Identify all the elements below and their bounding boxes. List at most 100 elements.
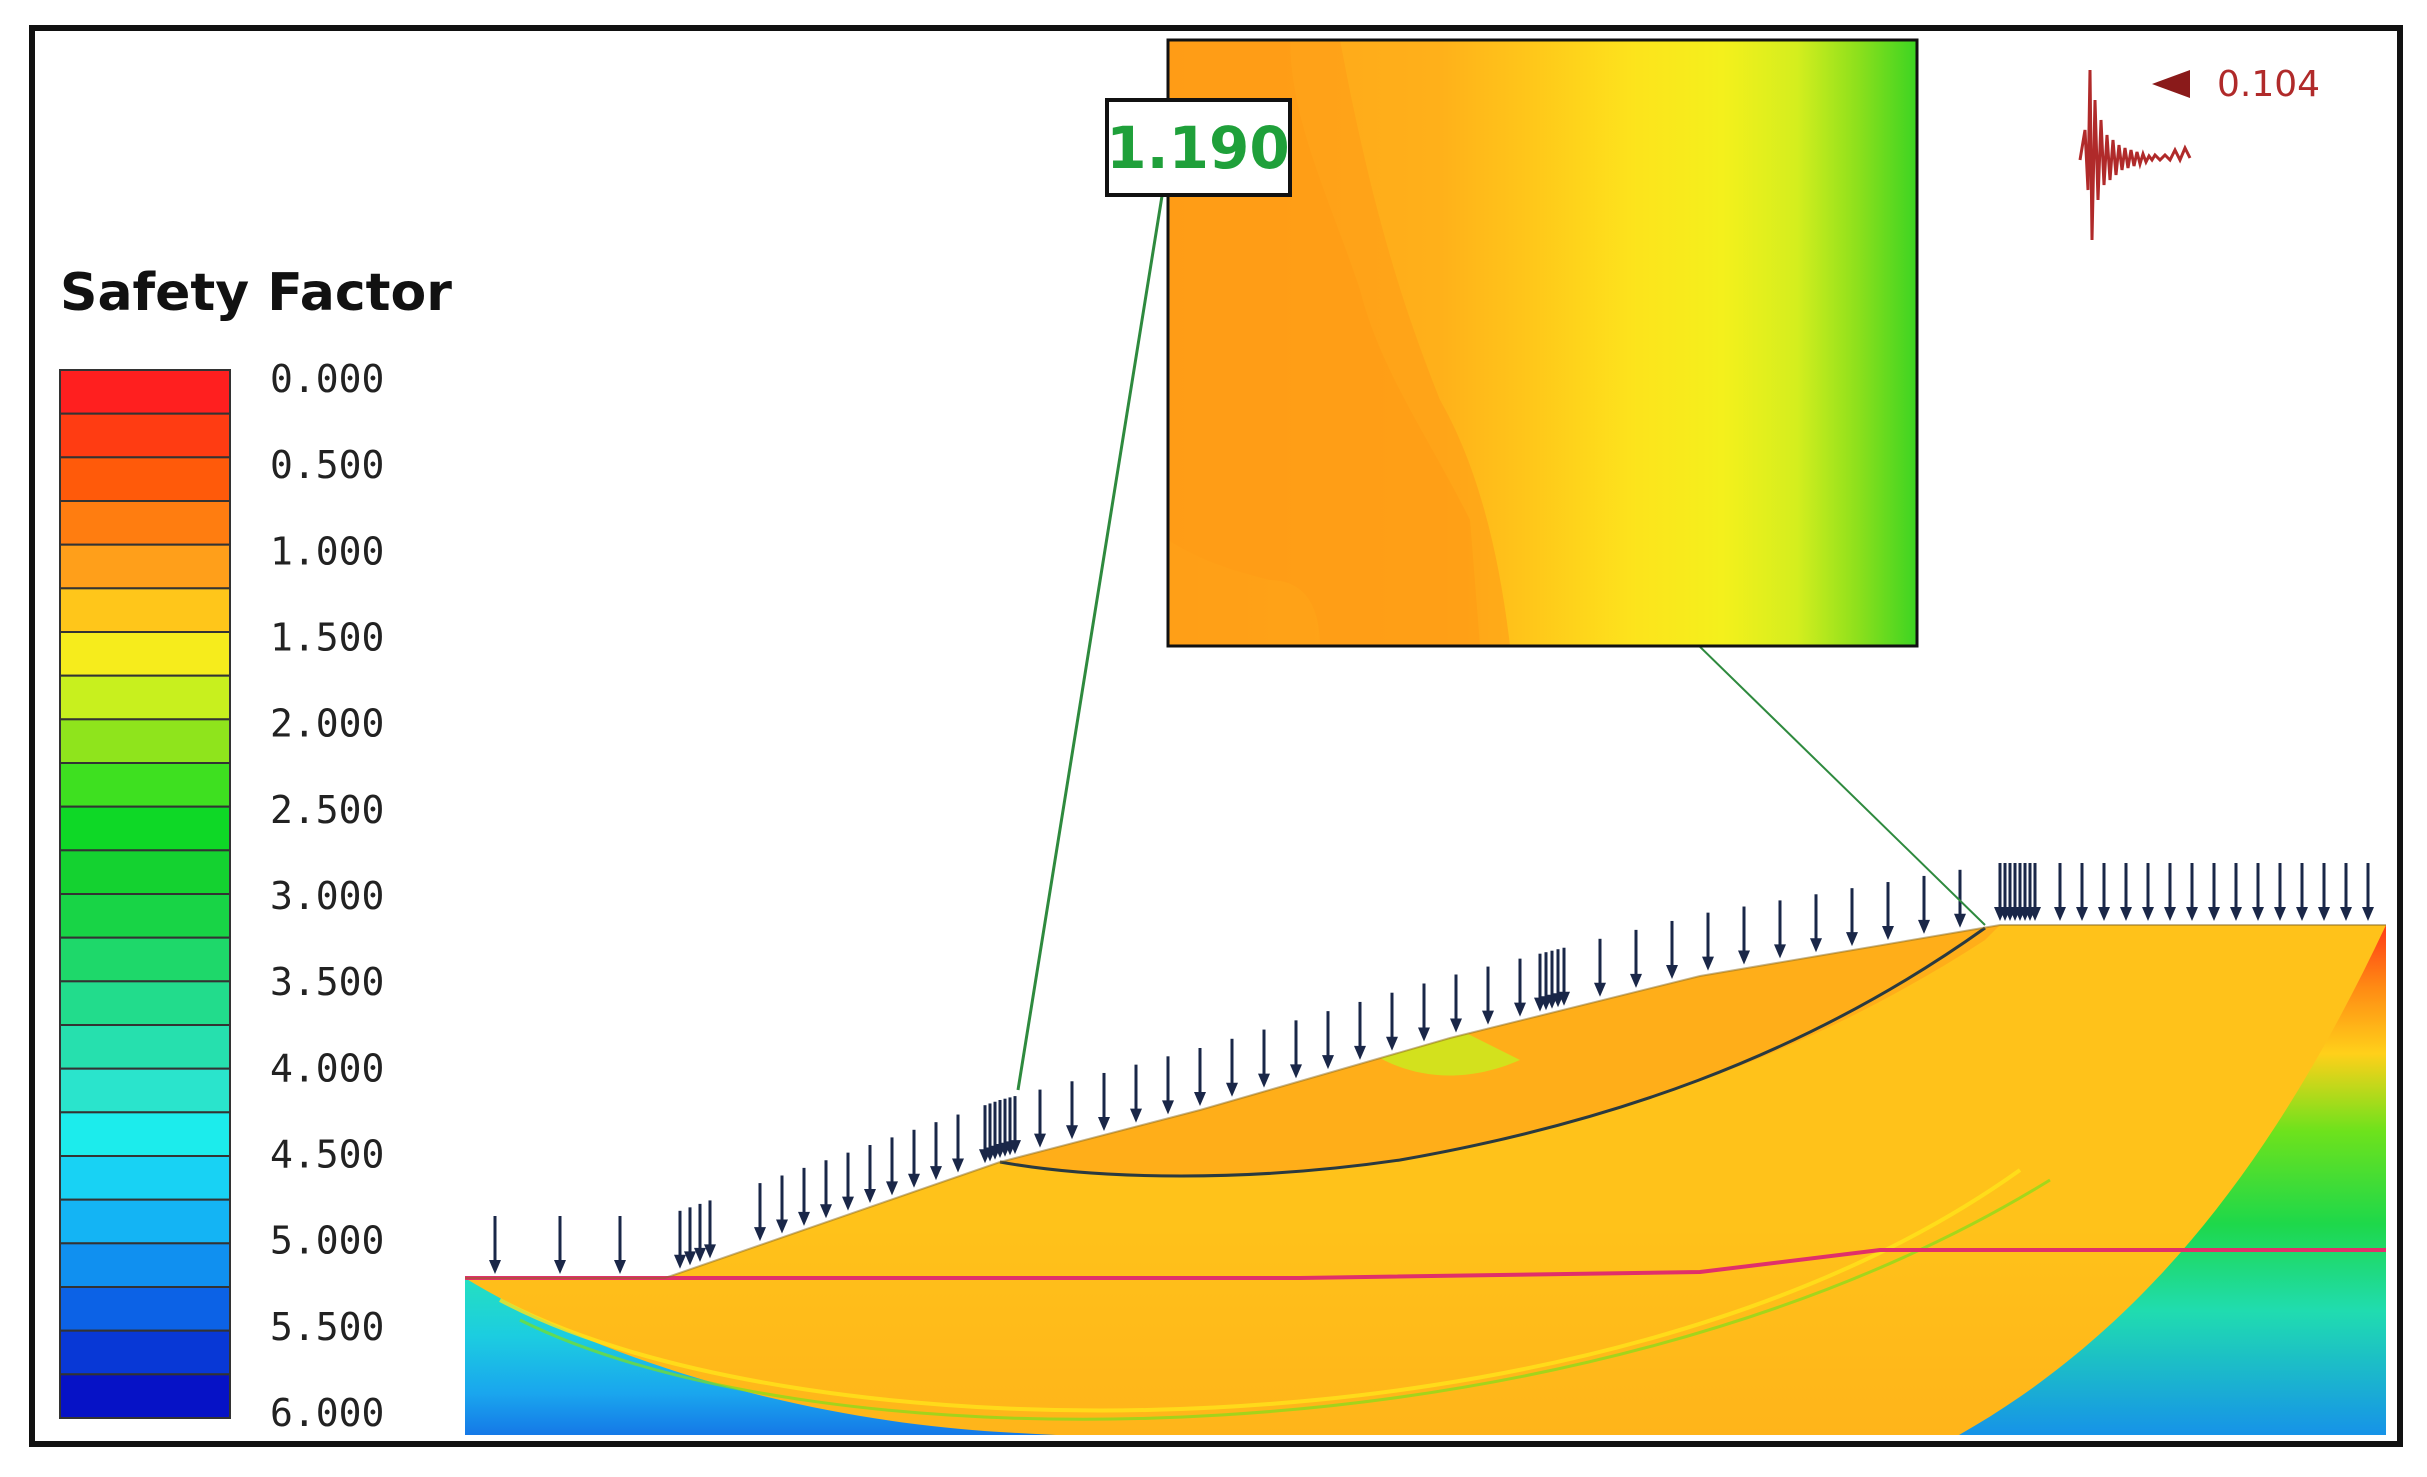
legend-swatch [59,718,231,764]
legend-tick-label: 6.000 [270,1391,384,1435]
legend-swatch [59,1198,231,1245]
load-arrow-head [684,1251,696,1266]
seismic-accelerogram-icon [2078,69,2192,241]
load-arrow-head [820,1204,832,1219]
legend-swatch [59,936,231,983]
load-arrow-head [1009,1140,1021,1155]
load-arrow-head [1098,1116,1110,1131]
load-arrow-head [1702,956,1714,971]
safety-factor-legend: Safety Factor 0.000 0.500 1.000 1.500 2.000 2… [59,263,452,1435]
load-arrow-head [1066,1125,1078,1140]
legend-swatch [59,500,231,546]
factor-of-safety-label: 1.190 [1105,98,1292,197]
legend-ticks: 0.000 0.500 1.000 1.500 2.000 2.500 3.000 3.500… [270,357,384,1435]
seismic-direction-arrow-icon [2152,70,2190,98]
load-arrow-head [1354,1045,1366,1060]
legend-swatch [59,412,231,459]
legend-swatch [59,1373,231,1420]
legend-tick-label: 4.500 [270,1133,384,1177]
load-arrow-head [2296,907,2308,921]
load-arrow-head [2098,907,2110,921]
critical-slip-surface [999,926,1986,1178]
legend-tick-label: 3.500 [270,960,384,1004]
legend-tick-label: 0.500 [270,443,384,487]
load-arrow-head [554,1260,566,1274]
legend-swatch [59,762,231,808]
load-arrow-head [704,1244,716,1259]
load-arrow-head [489,1260,501,1274]
load-arrow-head [1034,1133,1046,1148]
load-arrow-head [2318,907,2330,921]
load-arrow-head [2362,907,2374,921]
load-arrow-head [694,1247,706,1262]
ground-surface [465,924,2386,1279]
legend-title: Safety Factor [60,263,452,323]
load-arrow-head [1882,926,1894,941]
legend-swatch [59,631,231,677]
legend-swatches [59,369,231,1420]
legend-tick-label: 1.000 [270,529,384,573]
load-arrow-head [1194,1092,1206,1106]
load-arrow-head [2340,907,2352,921]
load-arrow-head [1226,1082,1238,1097]
legend-tick-label: 2.000 [270,702,384,746]
legend-tick-label: 1.500 [270,616,384,660]
load-arrow-head [2274,907,2286,921]
load-arrow-head [1322,1055,1334,1070]
load-arrow-head [842,1196,854,1211]
load-arrow-head [614,1260,626,1274]
load-arrow-head [2164,907,2176,921]
load-arrow-head [2142,907,2154,921]
load-arrow-head [1482,1010,1494,1025]
load-arrow-head [754,1227,766,1242]
legend-swatch [59,1155,231,1201]
legend-swatch [59,1329,231,1376]
load-arrow-head [1418,1027,1430,1042]
load-arrow-head [1774,944,1786,959]
legend-swatch [59,674,231,721]
load-arrow-head [1846,932,1858,947]
legend-tick-label: 2.500 [270,788,384,832]
seismic-coefficient: 0.104 [2217,64,2320,105]
load-arrow-head [2186,907,2198,921]
load-arrow-head [674,1254,686,1269]
load-arrow-head [1450,1018,1462,1033]
legend-swatch [59,1111,231,1158]
legend-swatch [59,1024,231,1070]
legend-swatch [59,369,231,415]
distributed-load-arrows [489,863,2374,1274]
load-arrow-head [1666,964,1678,979]
water-table-line [465,1248,2386,1280]
load-arrow-head [1810,938,1822,953]
load-arrow-head [1630,973,1642,988]
load-arrow-head [1514,1002,1526,1017]
load-arrow-head [2208,907,2220,921]
load-arrow-head [1918,919,1930,934]
load-arrow-head [1954,913,1966,928]
load-arrow-head [1738,950,1750,965]
legend-swatch [59,805,231,852]
legend-swatch [59,1067,231,1114]
load-arrow-head [2230,907,2242,921]
legend-swatch [59,893,231,939]
legend-tick-label: 3.000 [270,874,384,918]
load-arrow-head [1130,1108,1142,1123]
load-arrow-head [1594,982,1606,997]
load-arrow-head [908,1173,920,1188]
legend-swatch [59,543,231,590]
load-arrow-head [2252,907,2264,921]
legend-swatch [59,980,231,1026]
load-arrow-head [952,1158,964,1173]
load-arrow-head [1258,1073,1270,1088]
legend-swatch [59,456,231,503]
legend-tick-label: 0.000 [270,357,384,401]
legend-swatch [59,1242,231,1289]
load-arrow-head [864,1189,876,1204]
load-arrow-head [1162,1100,1174,1115]
legend-tick-label: 4.000 [270,1046,384,1090]
load-arrow-head [886,1181,898,1196]
load-arrow-head [798,1211,810,1226]
legend-swatch [59,849,231,895]
factor-of-safety-value: 1.190 [1106,114,1289,182]
